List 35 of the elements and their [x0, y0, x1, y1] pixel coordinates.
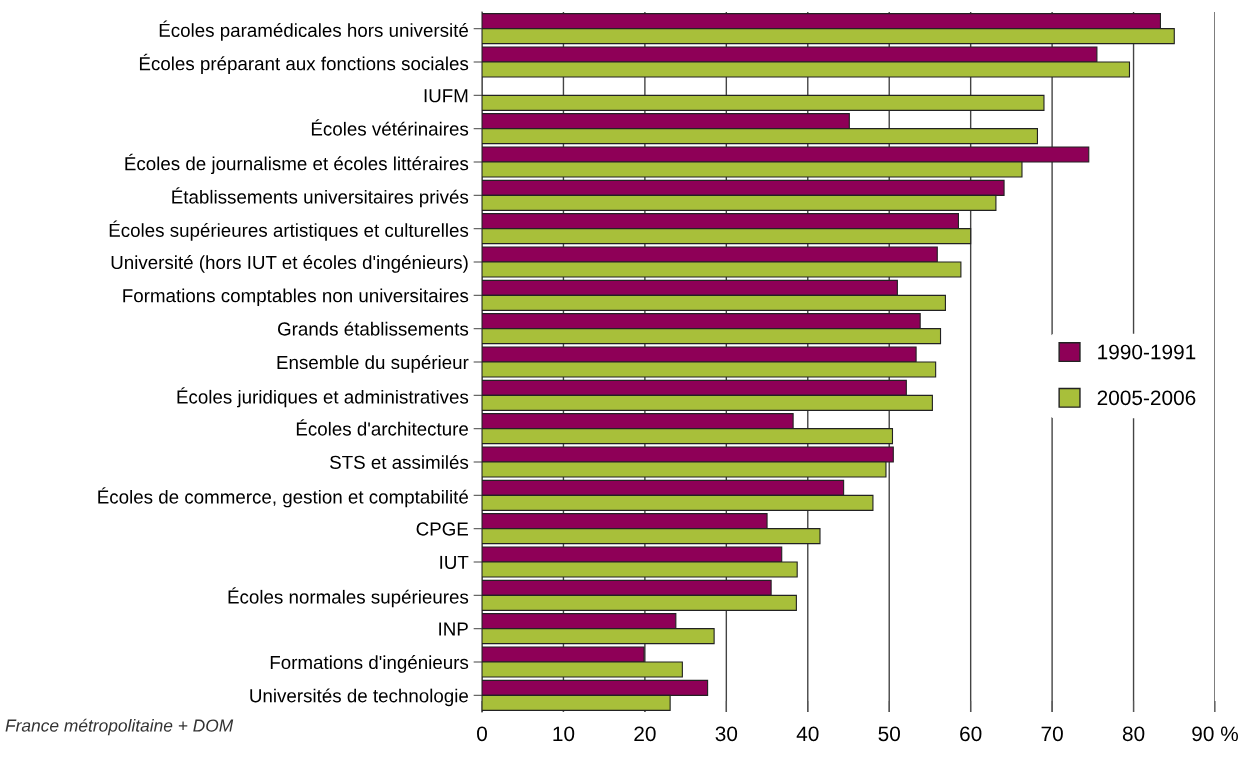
- x-tick-label: 0: [477, 726, 487, 742]
- y-tick-label: Écoles juridiques et administratives: [177, 387, 469, 408]
- legend-label: 2005-2006: [1097, 390, 1196, 406]
- legend-label: 1990-1991: [1098, 344, 1196, 360]
- x-tick-label: 10: [553, 726, 575, 742]
- y-tick-label: Ensemble du supérieur: [277, 355, 469, 373]
- y-tick-label: Écoles de journalisme et écoles littéraires: [125, 153, 469, 175]
- y-tick-label: IUFM: [424, 89, 468, 103]
- x-tick-label: 30: [715, 726, 738, 742]
- y-tick-label: Écoles supérieures artistiques et culturelles: [109, 220, 469, 241]
- x-tick-label: 80: [1122, 726, 1145, 742]
- bar: [482, 94, 1045, 111]
- y-tick-label: Écoles d'architecture: [296, 419, 468, 436]
- y-tick-label: CPGE: [416, 522, 468, 536]
- x-tick-label: 20: [634, 726, 656, 742]
- y-tick-label: Formations comptables non universitaires: [123, 288, 469, 307]
- y-tick-label: Écoles normales supérieures: [228, 587, 469, 608]
- y-tick-label: STS et assimilés: [330, 454, 469, 469]
- text: France métropolitaine + DOM: [5, 718, 234, 736]
- x-tick-label: 50: [878, 726, 900, 742]
- y-tick-label: Écoles préparant aux fonctions sociales: [139, 53, 469, 75]
- x-tick-label: 60: [960, 726, 982, 742]
- x-tick-label: 40: [796, 726, 819, 742]
- y-tick-label: Écoles paramédicales hors université: [159, 20, 468, 41]
- y-tick-label: INP: [439, 622, 468, 636]
- y-tick-label: Écoles de commerce, gestion et comptabilité: [98, 487, 468, 508]
- x-tick-label: 90 %: [1192, 726, 1238, 742]
- y-tick-label: Universités de technologie: [250, 688, 468, 707]
- y-tick-label: IUT: [440, 555, 469, 569]
- y-tick-label: Formations d'ingénieurs: [270, 655, 469, 673]
- y-tick-label: Écoles vétérinaires: [311, 119, 469, 136]
- x-tick-label: 70: [1041, 726, 1063, 742]
- y-tick-label: Grands établissements: [278, 321, 469, 336]
- y-tick-label: Université (hors IUT et écoles d'ingénieurs): [111, 255, 468, 273]
- y-tick-label: Établissements universitaires privés: [172, 187, 469, 208]
